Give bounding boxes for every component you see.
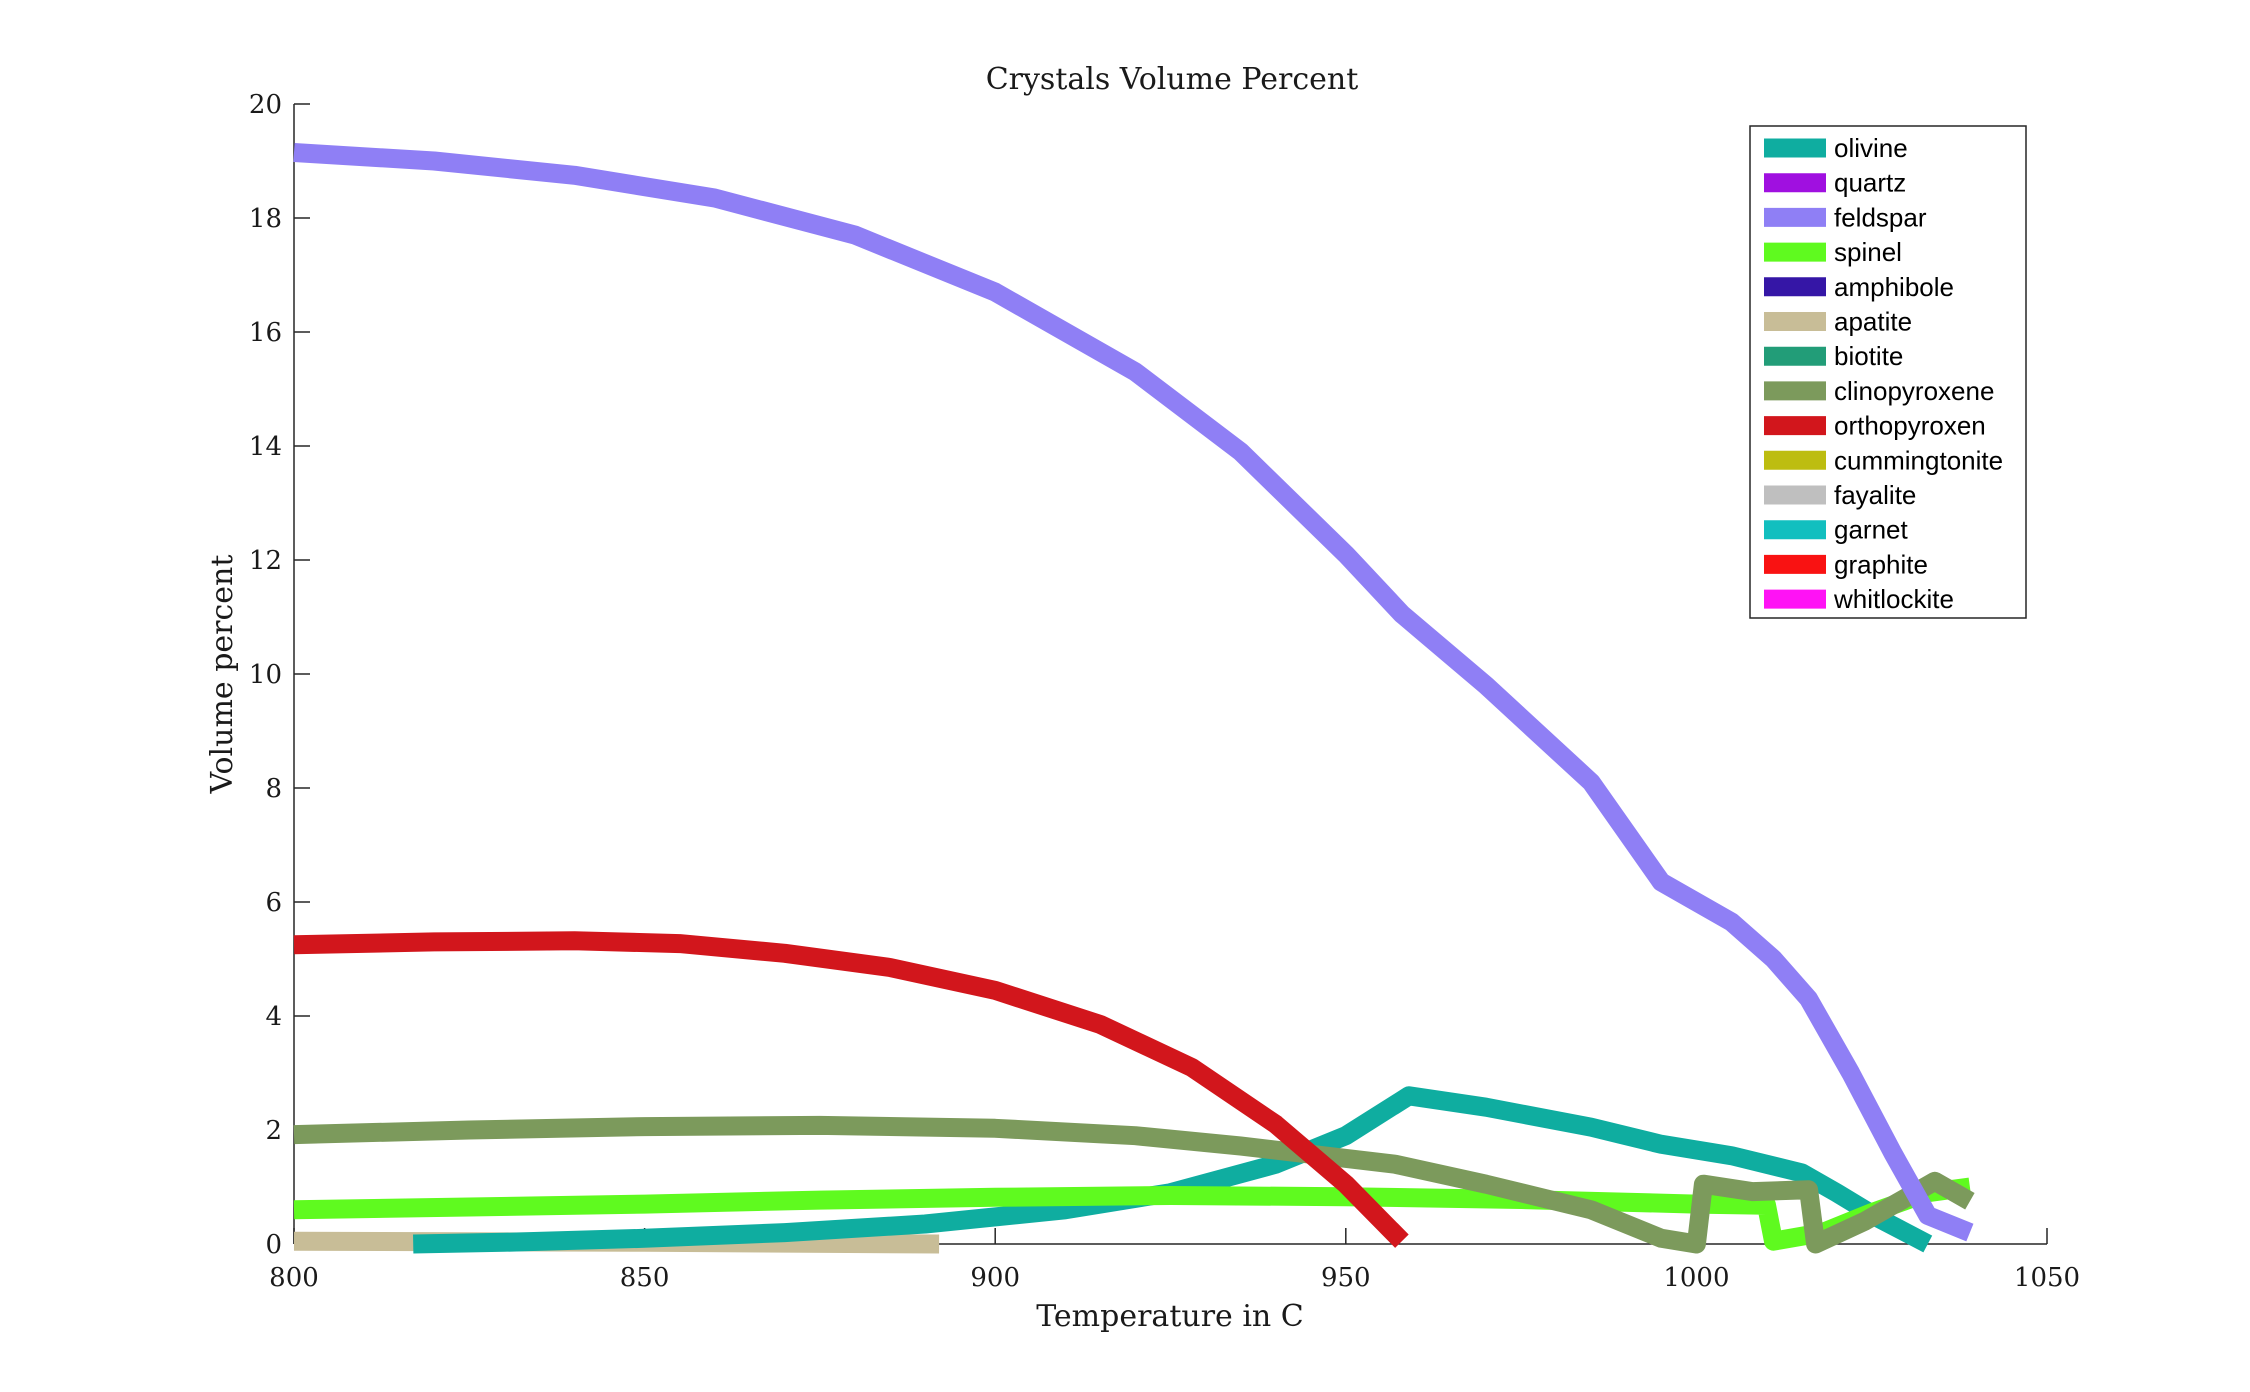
legend-label-orthopyroxen: orthopyroxen [1834,411,1986,441]
x-tick-label: 900 [970,1263,1020,1293]
legend-label-graphite: graphite [1834,549,1928,579]
series-line-orthopyroxen [293,931,1409,1248]
legend-label-clinopyroxene: clinopyroxene [1834,376,1994,406]
legend-label-quartz: quartz [1834,168,1906,198]
y-tick-label: 16 [249,318,282,348]
y-tick-label: 4 [265,1002,282,1032]
y-tick-label: 10 [249,660,282,690]
y-tick-label: 20 [249,90,282,120]
x-tick-label: 950 [1321,1263,1371,1293]
legend-label-garnet: garnet [1834,515,1908,545]
legend-label-apatite: apatite [1834,307,1912,337]
legend-label-whitlockite: whitlockite [1833,584,1954,614]
y-tick-label: 14 [249,432,282,462]
y-tick-label: 12 [249,546,282,576]
y-tick-label: 18 [249,204,282,234]
legend-label-amphibole: amphibole [1834,272,1954,302]
series-line-olivine [413,1086,1933,1254]
x-tick-label: 850 [620,1263,670,1293]
x-axis-label: Temperature in C [1036,1299,1303,1334]
legend-label-feldspar: feldspar [1834,202,1927,232]
x-tick-label: 1000 [1663,1263,1729,1293]
legend-label-biotite: biotite [1834,341,1903,371]
legend-label-olivine: olivine [1834,133,1908,163]
legend-label-spinel: spinel [1834,237,1902,267]
legend-label-cummingtonite: cummingtonite [1834,445,2003,475]
y-axis-label: Volume percent [205,555,240,795]
y-ticks: 0 2 4 6 8 10 12 14 16 18 20 [249,90,310,1260]
series-line-feldspar [293,143,1974,1242]
legend: olivine quartz feldspar spinel amphibole apat… [1749,125,2027,619]
x-tick-label: 1050 [2014,1263,2080,1293]
plot-area: 0 2 4 6 8 10 12 14 16 18 20 800 850 900 950 1000 1050 [249,90,2080,1293]
x-tick-label: 800 [269,1263,319,1293]
series-line-clinopyroxene [293,1115,1975,1254]
y-tick-label: 2 [265,1116,282,1146]
y-tick-label: 6 [265,888,282,918]
x-ticks: 800 850 900 950 1000 1050 [269,1228,2080,1293]
chart-title: Crystals Volume Percent [986,62,1359,97]
y-tick-label: 8 [265,774,282,804]
series-group [293,143,1975,1254]
legend-items: olivine quartz feldspar spinel amphibole apat… [1764,133,2003,614]
y-tick-label: 0 [265,1230,282,1260]
legend-label-fayalite: fayalite [1834,480,1916,510]
